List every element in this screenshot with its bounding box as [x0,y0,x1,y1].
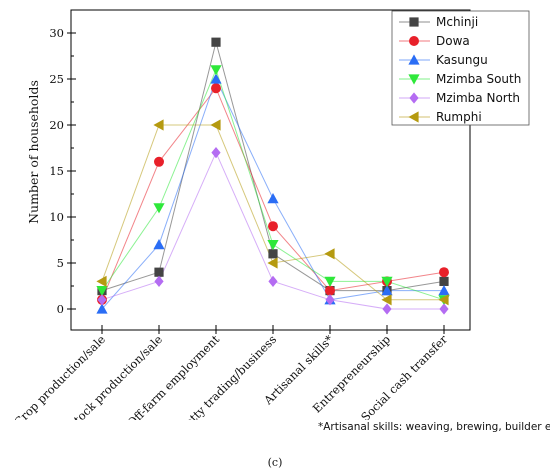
data-point-kasungu [267,193,279,204]
legend-marker-dowa [409,36,419,46]
data-point-dowa [439,267,449,278]
data-point-rumphi [438,294,449,306]
legend-marker-mzimba-south [408,74,420,85]
legend-box [391,10,530,126]
data-point-mzimba-north [211,147,221,159]
legend-label-rumphi: Rumphi [436,110,482,124]
y-axis-title-group: Number of households [26,80,41,224]
footnote: *Artisanal skills: weaving, brewing, bui… [318,421,550,433]
data-point-mchinji [268,249,278,259]
data-point-kasungu [438,285,450,296]
data-point-rumphi [381,294,392,306]
legend-label-mchinji: Mchinji [436,15,478,29]
data-point-mchinji [154,267,164,277]
data-point-mzimba-north [325,294,335,306]
legend-label-kasungu: Kasungu [436,53,488,67]
data-point-mzimba-north [382,303,392,315]
legend-label-dowa: Dowa [436,34,470,48]
y-tick-label: 20 [49,118,64,132]
legend-marker-mchinji [409,17,419,27]
data-point-kasungu [96,303,108,314]
y-tick-label: 30 [49,26,64,40]
data-point-mzimba-south [210,65,222,76]
data-point-mchinji [211,37,221,47]
y-tick-label: 15 [49,164,64,178]
data-point-dowa [154,156,164,167]
legend-label-mzimba-south: Mzimba South [436,72,521,86]
data-point-mchinji [439,276,449,286]
legend-marker-mzimba-north [409,92,419,104]
data-point-mzimba-north [97,294,107,306]
legend-label-mzimba-north: Mzimba North [436,91,520,105]
series-markers [96,37,450,315]
data-point-rumphi [267,257,278,269]
data-point-mzimba-south [381,276,393,287]
data-point-dowa [211,83,221,94]
data-point-mzimba-south [96,286,108,297]
data-point-mzimba-south [267,240,279,251]
y-tick-label: 5 [57,256,64,270]
data-point-mzimba-south [153,203,165,214]
y-tick-label: 25 [49,72,64,86]
data-point-mzimba-north [439,303,449,315]
x-tick-label: Petty trading/business [177,332,279,420]
data-point-dowa [268,221,278,232]
data-point-rumphi [153,119,164,131]
legend-marker-kasungu [408,54,420,65]
data-point-mzimba-north [268,275,278,287]
y-tick-label: 10 [49,210,64,224]
data-point-rumphi [324,248,335,260]
data-point-dowa [325,285,335,296]
data-point-kasungu [153,239,165,250]
plot-frame [70,9,471,331]
data-point-mzimba-north [154,275,164,287]
data-point-kasungu [381,285,393,296]
legend-marker-rumphi [408,111,419,123]
data-point-mzimba-south [324,276,336,287]
data-point-kasungu [210,73,222,84]
legend: Mchinji Dowa Kasungu Mzimba South Mzimba Nor… [391,10,530,126]
data-point-rumphi [96,275,107,287]
y-axis-title: Number of households [26,80,41,224]
data-point-rumphi [210,119,221,131]
y-tick-label: 0 [57,302,64,316]
panel-label: (c) [267,456,283,469]
